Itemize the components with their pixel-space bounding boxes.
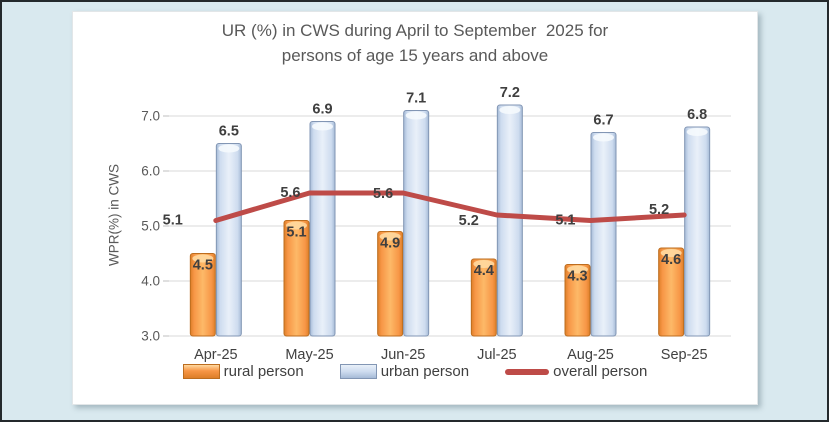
- bar-urban-person-Aug-25: [590, 132, 617, 337]
- chart-plot-area: 3.0 4.0 5.0 6.0 7.0 4.5 5.1 4.9 4.4 4.3 4.6 6.5 6.9 7…: [141, 85, 731, 363]
- data-label: 4.4: [474, 263, 494, 279]
- bar-cap-highlight: [218, 144, 240, 153]
- bar-cap-highlight: [192, 254, 214, 263]
- legend-item-rural: rural person: [182, 363, 304, 380]
- rural-bar-swatch-icon: [182, 364, 220, 379]
- y-tick-label: 4.0: [141, 274, 160, 289]
- data-label: 4.3: [567, 269, 587, 285]
- x-category-labels: Apr-25 May-25 Jun-25 Jul-25 Aug-25 Sep-25: [194, 347, 707, 363]
- bar-rural-person-Jun-25: [377, 231, 404, 337]
- bar-rural-person-May-25: [283, 220, 310, 337]
- legend-item-urban: urban person: [339, 363, 470, 380]
- data-label: 5.1: [286, 225, 306, 241]
- overall-line: [213, 190, 687, 223]
- x-category-label: Jun-25: [381, 347, 425, 363]
- urban-bar-swatch-icon: [339, 364, 377, 379]
- gridlines: [163, 115, 731, 337]
- bar-cap-highlight: [567, 265, 588, 274]
- y-tick-label: 6.0: [141, 164, 160, 179]
- x-category-label: Sep-25: [661, 347, 708, 363]
- data-label: 7.2: [500, 85, 520, 101]
- data-label: 4.5: [193, 258, 213, 274]
- data-label: 6.5: [219, 124, 239, 140]
- bar-cap-highlight: [686, 128, 708, 136]
- bar-labels-urban-person: 6.5 6.9 7.1 7.2 6.7 6.8: [219, 85, 708, 140]
- bar-rural-person-Apr-25: [189, 253, 216, 337]
- bar-urban-person-Apr-25: [215, 143, 242, 337]
- data-label: 4.9: [380, 236, 400, 252]
- data-label: 6.9: [312, 102, 332, 118]
- bar-urban-person-Jul-25: [496, 104, 523, 337]
- bars-urban-person: [215, 104, 711, 337]
- overall-person-line: [213, 190, 687, 223]
- bar-cap-highlight: [473, 260, 495, 268]
- bar-cap-highlight: [405, 111, 427, 120]
- overall-line-swatch-icon: [505, 368, 550, 375]
- bars-rural-person: [189, 220, 685, 337]
- bar-cap-highlight: [379, 232, 401, 241]
- x-category-label: Apr-25: [194, 347, 238, 363]
- bar-rural-person-Jul-25: [470, 258, 497, 337]
- line-data-label: 5.2: [649, 202, 669, 218]
- data-label: 7.1: [406, 91, 426, 107]
- legend-label-rural: rural person: [223, 363, 304, 380]
- bar-urban-person-Jun-25: [403, 110, 430, 337]
- y-tick-label: 5.0: [141, 219, 160, 234]
- bar-rural-person-Aug-25: [564, 264, 591, 337]
- bar-cap-highlight: [286, 221, 307, 230]
- y-tick-labels: 3.0 4.0 5.0 6.0 7.0: [141, 109, 160, 344]
- chart-title: UR (%) in CWS during April to September …: [221, 21, 609, 65]
- bar-urban-person-May-25: [309, 121, 336, 337]
- data-label: 6.7: [593, 113, 613, 129]
- data-label: 4.6: [661, 252, 681, 268]
- x-category-label: Aug-25: [567, 347, 614, 363]
- bar-cap-highlight: [660, 249, 682, 257]
- bar-cap-highlight: [312, 122, 333, 131]
- bar-cap-highlight: [499, 106, 521, 114]
- data-label: 6.8: [687, 107, 707, 123]
- bar-rural-person-Sep-25: [658, 247, 685, 337]
- chart-legend: rural person urban person overall person: [73, 363, 757, 380]
- bar-labels-rural-person: 4.5 5.1 4.9 4.4 4.3 4.6: [193, 225, 682, 285]
- y-tick-label: 7.0: [141, 109, 160, 124]
- line-data-label: 5.1: [163, 213, 183, 229]
- line-data-label: 5.6: [280, 185, 300, 201]
- x-category-label: May-25: [285, 347, 333, 363]
- chart-panel: UR (%) in CWS during April to September …: [72, 11, 758, 405]
- line-data-label: 5.1: [555, 213, 575, 229]
- y-tick-label: 3.0: [141, 329, 160, 344]
- legend-label-urban: urban person: [380, 363, 470, 380]
- line-data-label: 5.2: [459, 213, 479, 229]
- line-data-label: 5.6: [373, 186, 393, 202]
- bar-cap-highlight: [593, 133, 614, 142]
- legend-label-overall: overall person: [553, 363, 648, 380]
- line-labels: 5.1 5.6 5.6 5.2 5.1 5.2: [163, 185, 670, 229]
- bar-urban-person-Sep-25: [684, 126, 711, 337]
- x-category-label: Jul-25: [477, 347, 517, 363]
- legend-item-overall: overall person: [505, 363, 647, 380]
